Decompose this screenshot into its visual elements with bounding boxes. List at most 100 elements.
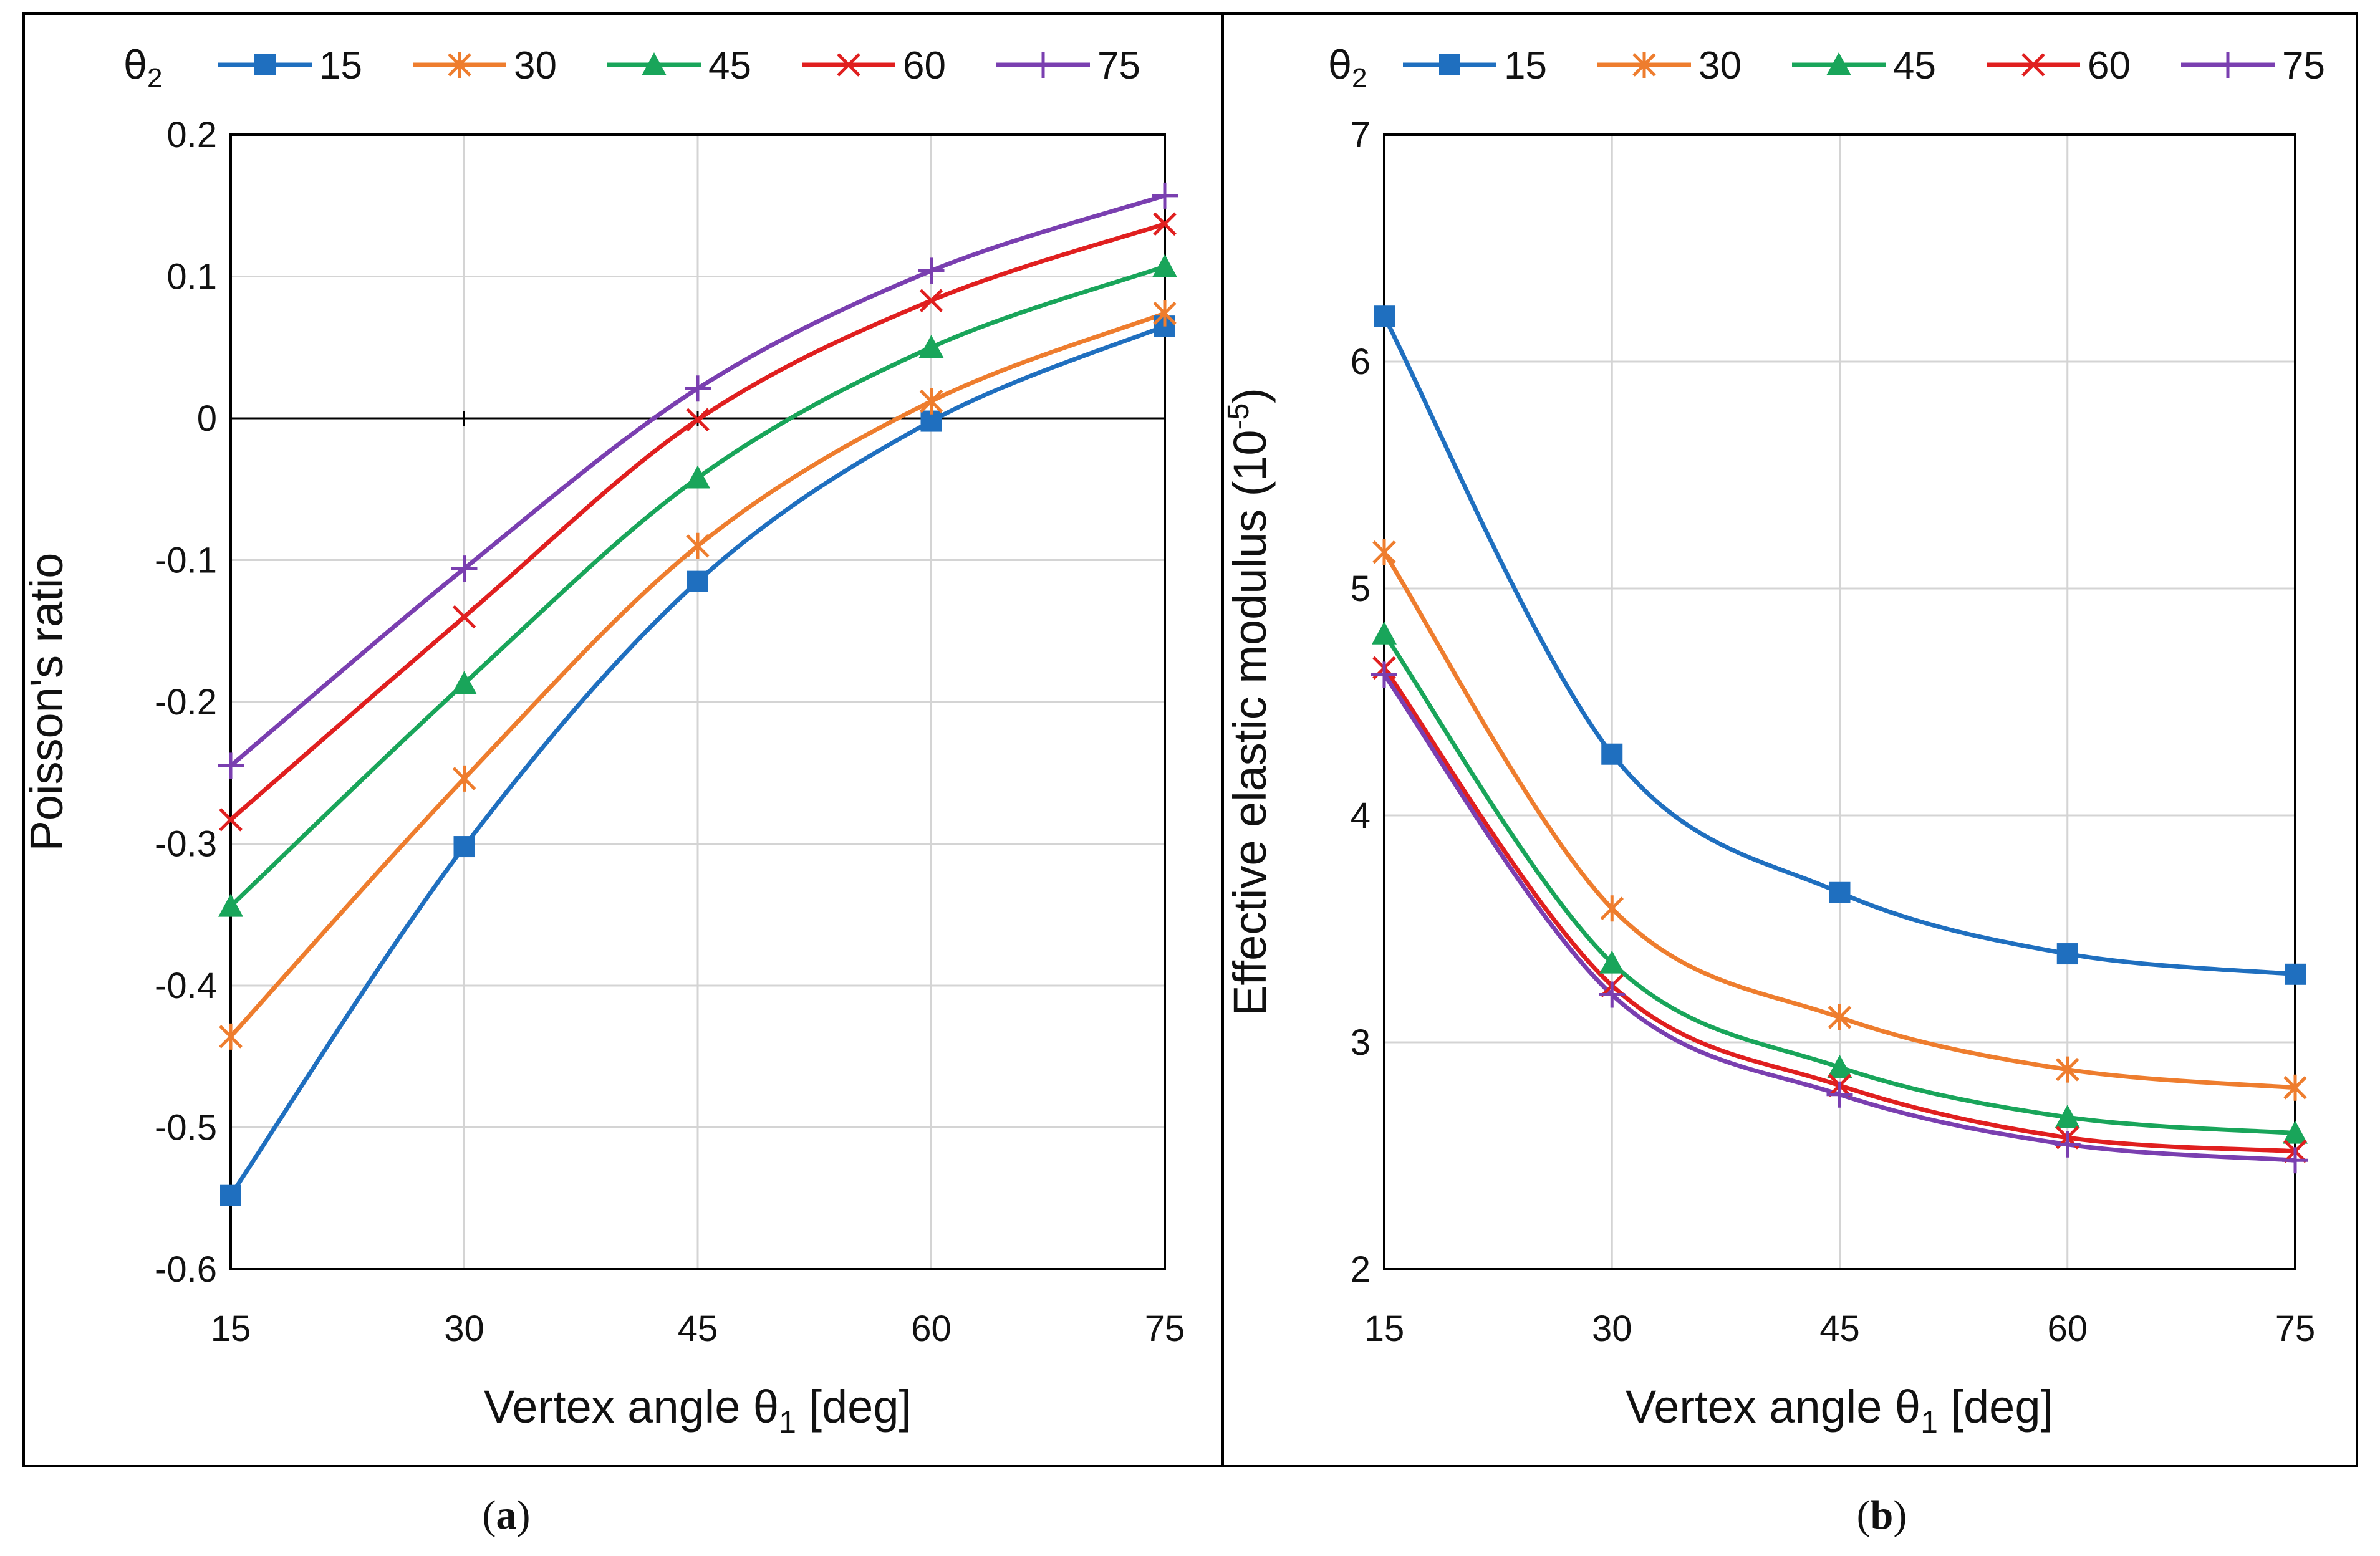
panel-a-series-45-point: [451, 671, 477, 694]
panel-a-series-15-point: [220, 1184, 241, 1206]
panel-a-y-tick-label: 0.2: [166, 115, 217, 155]
panel-a-legend-items: 15 30 45 60 75: [218, 44, 1140, 87]
panel-a-series-lines: [229, 193, 1166, 1197]
panel-b-series-markers: [1371, 305, 2308, 1174]
panel-b-series-60-line: [1382, 666, 2296, 1154]
panel-a-series-45-point: [1152, 254, 1177, 277]
panel-b-series-75-line: [1382, 673, 2296, 1163]
panel-b-series-45-point: [2055, 1105, 2080, 1128]
panel-a-legend-marker-75: [1030, 52, 1056, 78]
panel-b-series-75-point: [1826, 1081, 1853, 1108]
panel-b-series-75-point: [2282, 1147, 2308, 1174]
panel-b-series-30-point: [1600, 895, 1624, 922]
panel-a-y-ticks: 0.2 0.1 0 -0.1 -0.2 -0.3 -0.4 -0.5 -0.6: [155, 115, 217, 1290]
panel-a-series-60-point: [219, 808, 243, 832]
panel-b-legend-label-30: 30: [1698, 44, 1742, 87]
panel-b-series-30-point: [1828, 1004, 1852, 1030]
panel-a-y-tick-label: 0.1: [166, 257, 217, 297]
panel-b-series-30-point: [2055, 1056, 2079, 1083]
panel-b-legend-label-60: 60: [2088, 44, 2131, 87]
panel-a-y-tick-label: -0.2: [155, 682, 217, 723]
panel-a-legend-title: θ2: [123, 42, 162, 94]
panel-a-series-60-point: [452, 605, 476, 629]
panel-b-series-15-point: [2285, 963, 2306, 985]
panel-b-legend-items: 15 30 45 60 75: [1403, 44, 2325, 87]
panel-b-x-tick-label: 45: [1819, 1309, 1860, 1349]
panel-b-y-tick-label: 5: [1351, 569, 1371, 609]
panel-a-series-30-point: [1153, 300, 1177, 327]
panel-a-legend-marker-15: [254, 54, 276, 75]
panel-a-legend-label-75: 75: [1097, 44, 1140, 87]
panel-a-series-45-point: [218, 893, 243, 917]
panel-a-series-75-point: [218, 752, 244, 779]
panel-a-y-tick-label: 0: [197, 398, 217, 439]
panel-b-series-30-line: [1382, 550, 2296, 1090]
panel-b-x-tick-label: 15: [1364, 1309, 1405, 1349]
panel-a-series-60-point: [686, 408, 710, 432]
panel-a-series-75-point: [1152, 182, 1178, 209]
panel-b-x-axis-title: Vertex angle θ1 [deg]: [1626, 1381, 2053, 1439]
panel-a-series-75-point: [685, 375, 711, 402]
panel-a-x-tick-label: 60: [911, 1309, 952, 1349]
panel-b-y-tick-label: 7: [1351, 115, 1371, 155]
panel-b-y-ticks: 7 6 5 4 3 2: [1351, 115, 1371, 1290]
panel-a-series-30-point: [452, 765, 476, 792]
panel-b-legend-title: θ2: [1328, 42, 1367, 94]
panel-b-y-axis-title: Effective elastic modulus (10-5): [1222, 388, 1276, 1016]
panel-a-x-ticks: 15 30 45 60 75: [211, 1309, 1185, 1349]
panel-b-legend-marker-30: [1632, 52, 1656, 78]
panel-a-legend-label-45: 45: [708, 44, 751, 87]
panel-a: 0.2 0.1 0 -0.1 -0.2 -0.3 -0.4 -0.5 -0.6 15 30 45 60…: [21, 42, 1185, 1538]
panel-a-series-75-line: [229, 193, 1166, 768]
panel-b-legend-marker-15: [1439, 54, 1460, 75]
panel-b-series-15-point: [1601, 743, 1623, 765]
panel-a-x-tick-label: 45: [678, 1309, 718, 1349]
panel-a-series-30-point: [686, 532, 710, 559]
panel-b-series-lines: [1382, 315, 2296, 1163]
panel-a-caption: (a): [483, 1492, 531, 1538]
panel-b-x-tick-label: 75: [2275, 1309, 2316, 1349]
panel-a-legend: θ2 15 30 45 60 75: [123, 42, 1140, 94]
panel-a-legend-label-15: 15: [319, 44, 362, 87]
panel-b: 7 6 5 4 3 2 15 30 45 60 75 θ2 15 30 45 60 75 Effectiv…: [1222, 42, 2325, 1538]
panel-a-series-15-point: [453, 836, 475, 858]
panel-b-y-tick-label: 4: [1351, 795, 1371, 836]
panel-b-caption: (b): [1857, 1492, 1907, 1538]
panel-a-series-60-point: [1153, 212, 1177, 236]
panel-b-x-tick-label: 60: [2047, 1309, 2088, 1349]
panel-b-series-30-point: [1372, 539, 1396, 565]
panel-a-series-45-line: [229, 264, 1166, 908]
panel-a-x-tick-label: 15: [211, 1309, 251, 1349]
panel-a-series-15-point: [687, 570, 708, 592]
panel-a-series-60-line: [229, 221, 1166, 822]
panel-b-y-tick-label: 6: [1351, 342, 1371, 382]
panel-b-series-30-point: [2283, 1074, 2307, 1101]
panel-a-y-tick-label: -0.3: [155, 824, 217, 865]
panel-b-series-15-point: [1374, 305, 1395, 327]
panel-b-series-75-point: [1599, 981, 1626, 1008]
panel-b-series-45-point: [2283, 1120, 2308, 1144]
panel-b-series-15-point: [1829, 881, 1851, 903]
panel-b-series-45-line: [1382, 632, 2296, 1136]
panel-b-series-15-point: [2056, 943, 2078, 965]
panel-b-y-tick-label: 3: [1351, 1022, 1371, 1063]
panel-a-series-30-point: [219, 1023, 243, 1050]
panel-a-series-30-point: [919, 388, 943, 415]
panel-b-series-75-point: [1371, 661, 1397, 688]
panel-a-legend-marker-60: [837, 53, 860, 77]
panel-b-legend: θ2 15 30 45 60 75: [1328, 42, 2325, 94]
panel-a-series-45-point: [918, 335, 944, 358]
panel-b-x-tick-label: 30: [1592, 1309, 1632, 1349]
panel-a-legend-marker-45: [642, 52, 667, 75]
panel-b-legend-marker-45: [1826, 52, 1851, 75]
panel-b-series-15-line: [1382, 315, 2296, 977]
panel-a-legend-label-60: 60: [903, 44, 946, 87]
panel-b-legend-marker-75: [2215, 52, 2241, 78]
panel-a-y-axis-title: Poisson's ratio: [21, 553, 72, 852]
panel-a-legend-label-30: 30: [514, 44, 557, 87]
panel-b-legend-label-75: 75: [2282, 44, 2325, 87]
panel-a-legend-marker-30: [448, 52, 471, 78]
panel-a-y-tick-label: -0.1: [155, 540, 217, 581]
panel-a-series-45-point: [685, 465, 710, 489]
panel-b-series-75-point: [2054, 1131, 2081, 1158]
